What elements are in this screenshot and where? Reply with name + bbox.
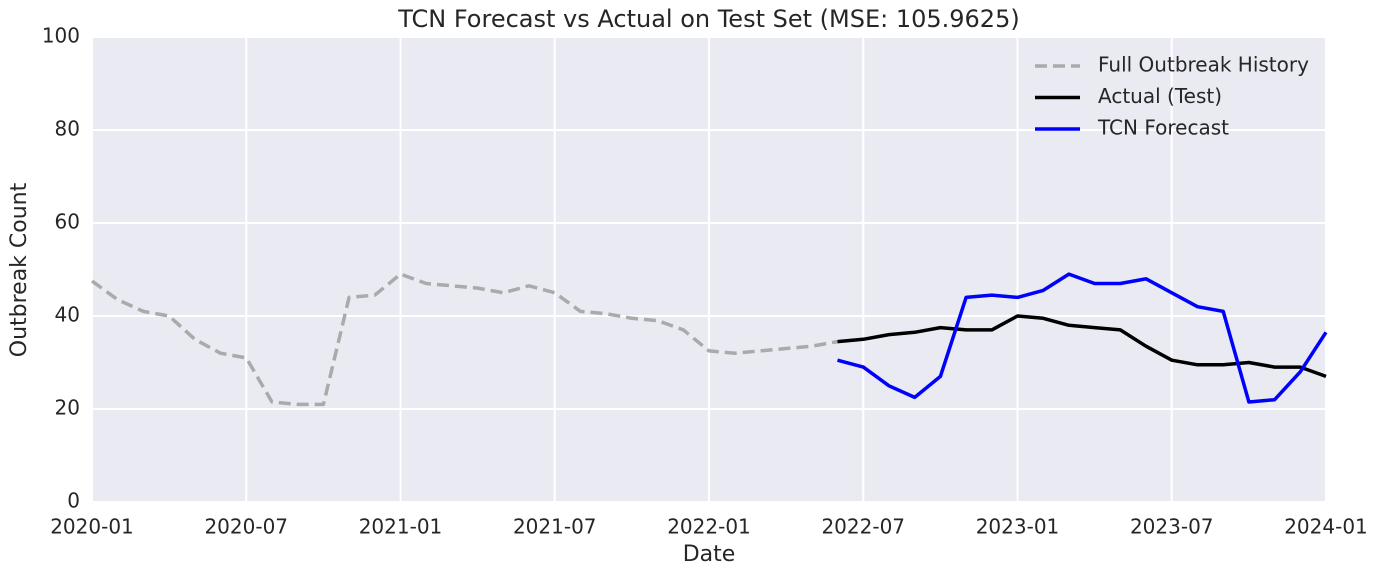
y-axis-label: Outbreak Count: [7, 182, 32, 357]
series-line: [837, 314, 1327, 379]
y-tick-label: 40: [55, 303, 80, 327]
x-tick-label: 2022-01: [667, 515, 751, 539]
x-axis-label: Date: [683, 542, 736, 567]
legend-label: Actual (Test): [1098, 84, 1222, 108]
y-tick-label: 0: [67, 489, 80, 513]
x-tick-label: 2023-07: [1130, 515, 1214, 539]
series-line: [90, 272, 838, 407]
y-tick-label: 20: [55, 396, 80, 420]
legend-label: TCN Forecast: [1097, 116, 1229, 140]
x-tick-label: 2022-07: [821, 515, 905, 539]
y-tick-label: 60: [55, 210, 80, 234]
x-tick-label: 2021-01: [359, 515, 443, 539]
y-tick-label: 80: [55, 117, 80, 141]
x-tick-label: 2020-01: [50, 515, 134, 539]
x-tick-label: 2023-01: [976, 515, 1060, 539]
legend-label: Full Outbreak History: [1098, 53, 1309, 77]
y-tick-label: 100: [42, 24, 80, 48]
chart-title: TCN Forecast vs Actual on Test Set (MSE:…: [397, 5, 1019, 33]
x-tick-label: 2021-07: [513, 515, 597, 539]
series-line: [837, 272, 1328, 404]
x-tick-label: 2020-07: [204, 515, 288, 539]
x-tick-label: 2024-01: [1284, 515, 1368, 539]
